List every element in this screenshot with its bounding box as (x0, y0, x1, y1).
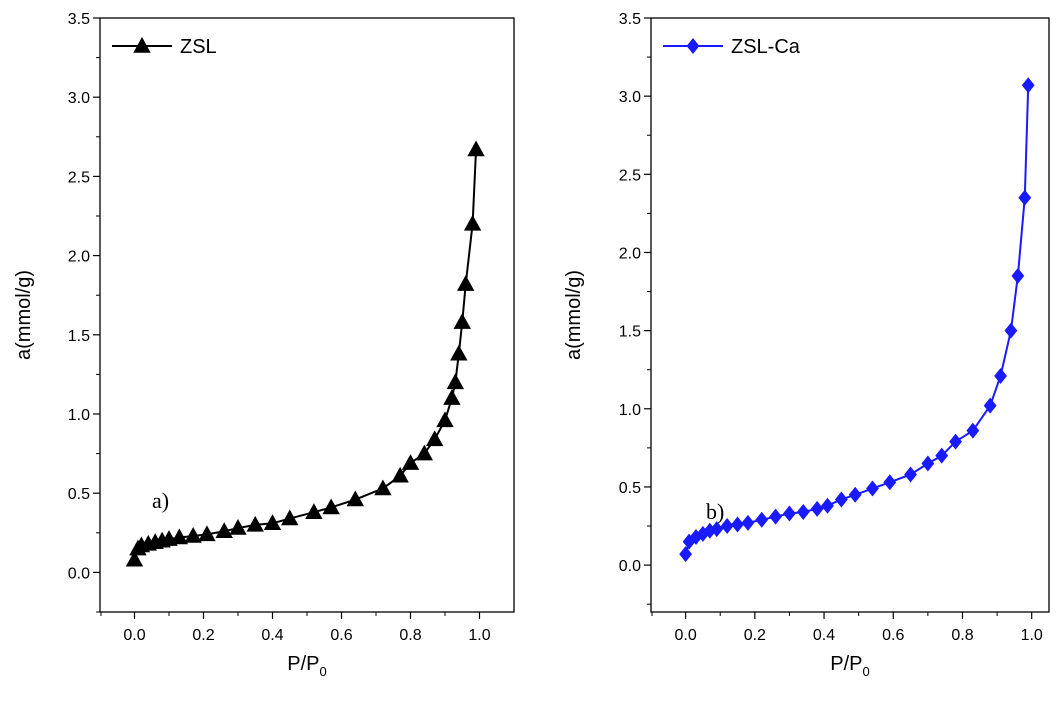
data-point (415, 444, 433, 461)
data-point (467, 140, 485, 157)
data-point (1018, 189, 1032, 206)
x-tick-label: 0.6 (882, 627, 904, 644)
y-tick-label: 0.5 (68, 486, 90, 503)
data-point (281, 509, 299, 526)
data-point (935, 447, 949, 464)
data-point (921, 455, 935, 472)
y-tick-label: 2.0 (68, 249, 90, 266)
y-tick-label: 3.5 (619, 11, 641, 28)
y-tick-label: 0.0 (619, 558, 641, 575)
x-tick-label: 0.2 (744, 627, 766, 644)
x-axis-label: P/P0 (830, 653, 869, 679)
legend-label: ZSL (180, 36, 217, 58)
y-tick-label: 2.5 (619, 167, 641, 184)
x-tick-label: 0.8 (951, 627, 973, 644)
y-tick-label: 2.5 (68, 169, 90, 186)
data-point (305, 503, 323, 519)
legend-marker (133, 37, 151, 53)
data-point (1021, 77, 1035, 94)
y-tick-label: 3.0 (619, 89, 641, 106)
data-point (1004, 322, 1018, 339)
data-point (125, 550, 144, 567)
data-point (710, 521, 724, 538)
data-point (391, 466, 409, 483)
data-point (679, 546, 693, 563)
data-point (401, 454, 420, 470)
x-axis-label-subscript: 0 (863, 664, 870, 679)
x-tick-label: 0.4 (261, 627, 283, 644)
data-point (983, 397, 997, 414)
x-axis-label: P/P0 (287, 653, 326, 679)
data-point (457, 275, 475, 291)
data-point (263, 514, 282, 531)
chart-panel-1: 0.0 0.5 1.0 1.5 2.0 2.5 3.0 3.5 0.0 0.2 0.4 0.6 0.8 1… (13, 11, 515, 679)
data-point (834, 491, 848, 508)
data-point (446, 373, 465, 390)
data-point (796, 503, 810, 520)
x-tick-label: 0.0 (674, 627, 696, 644)
data-point (184, 526, 202, 543)
x-tick-label: 1.0 (468, 627, 490, 644)
plot-frame (650, 17, 1050, 613)
x-tick-label: 0.6 (330, 627, 352, 644)
legend-label: ZSL-Ca (731, 36, 801, 58)
data-point (994, 367, 1007, 384)
legend-marker (686, 38, 700, 54)
data-point (883, 474, 897, 491)
data-point (450, 344, 468, 361)
data-point (198, 525, 216, 542)
data-point (443, 389, 461, 405)
data-point (425, 430, 444, 447)
x-tick-label: 0.0 (123, 627, 145, 644)
y-tick-label: 1.0 (68, 407, 90, 424)
y-tick-label: 0.0 (68, 565, 90, 582)
panel-label: b) (706, 499, 724, 524)
y-tick-label: 2.0 (619, 245, 641, 262)
x-tick-label: 1.0 (1021, 627, 1043, 644)
y-tick-label: 3.0 (68, 90, 90, 107)
y-tick-label: 3.5 (68, 11, 90, 28)
plot-frame (99, 17, 515, 613)
data-point (322, 498, 340, 515)
data-point (246, 515, 264, 532)
x-tick-label: 0.2 (192, 627, 214, 644)
data-point (866, 480, 879, 497)
data-point (769, 508, 782, 525)
data-point (848, 486, 862, 503)
data-point (720, 518, 734, 535)
data-point (170, 528, 189, 545)
data-point (374, 479, 392, 496)
data-point (755, 511, 769, 528)
y-tick-label: 1.5 (68, 328, 90, 345)
data-point (229, 519, 247, 535)
panel-label: a) (152, 488, 169, 513)
y-axis-label: a(mmol/g) (563, 270, 585, 360)
data-point (453, 313, 471, 329)
data-point (463, 214, 482, 231)
data-point (821, 497, 834, 514)
data-point (346, 490, 364, 507)
y-tick-label: 0.5 (619, 480, 641, 497)
series-line (133, 149, 478, 561)
chart-panel-2: 0.0 0.5 1.0 1.5 2.0 2.5 3.0 3.5 0.0 0.2 0.4 0.6 0.8 1… (563, 11, 1050, 679)
x-tick-label: 0.8 (399, 627, 421, 644)
data-point (436, 411, 454, 428)
x-axis-label-subscript: 0 (320, 664, 327, 679)
series-line (684, 85, 1030, 555)
data-point (904, 466, 917, 483)
y-tick-label: 1.5 (619, 324, 641, 341)
data-point (215, 522, 233, 538)
data-point (966, 422, 980, 439)
data-point (949, 433, 962, 450)
y-tick-label: 1.0 (619, 402, 641, 419)
data-point (783, 505, 796, 522)
data-point (741, 514, 755, 531)
data-point (1011, 267, 1025, 284)
data-point (731, 516, 744, 533)
y-axis-label: a(mmol/g) (13, 270, 35, 360)
x-tick-label: 0.4 (813, 627, 835, 644)
data-point (810, 500, 824, 517)
